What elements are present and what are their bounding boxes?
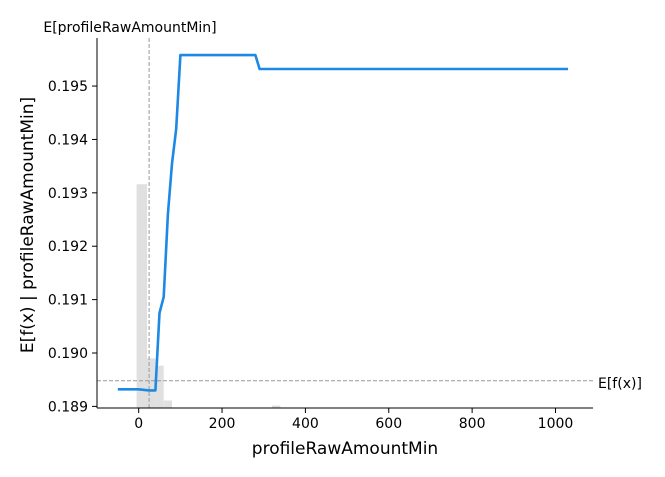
x-tick-label: 200 [209, 416, 236, 432]
y-tick-label: 0.195 [48, 79, 88, 95]
x-ticks: 0 200 400 600 800 1000 [134, 408, 573, 432]
x-axis-label: profileRawAmountMin [252, 439, 438, 459]
y-axis-label: E[f(x) | profileRawAmountMin] [18, 97, 38, 353]
reference-lines [97, 38, 593, 408]
x-tick-label: 1000 [538, 416, 574, 432]
y-tick-label: 0.193 [48, 186, 88, 202]
axes [96, 38, 593, 409]
series-line [117, 53, 568, 392]
annotation-horizontal-label: E[f(x)] [598, 376, 642, 392]
y-tick-label: 0.192 [48, 239, 88, 255]
x-tick-label: 800 [459, 416, 486, 432]
histogram-bar [163, 400, 173, 408]
y-tick-label: 0.189 [48, 399, 88, 415]
x-tick-label: 0 [134, 416, 143, 432]
histogram-bar [155, 365, 164, 408]
y-tick-label: 0.194 [48, 132, 88, 148]
x-tick-label: 400 [292, 416, 319, 432]
y-tick-label: 0.190 [48, 346, 88, 362]
series-lines [117, 53, 568, 392]
histogram-bar [272, 405, 281, 408]
y-ticks: 0.189 0.190 0.191 0.192 0.193 0.194 0.195 [48, 79, 97, 415]
x-tick-label: 600 [375, 416, 402, 432]
y-tick-label: 0.191 [48, 293, 88, 309]
annotation-vertical-label: E[profileRawAmountMin] [43, 20, 216, 36]
histogram [136, 184, 281, 408]
histogram-bar [147, 358, 156, 408]
histogram-bar [136, 184, 148, 408]
